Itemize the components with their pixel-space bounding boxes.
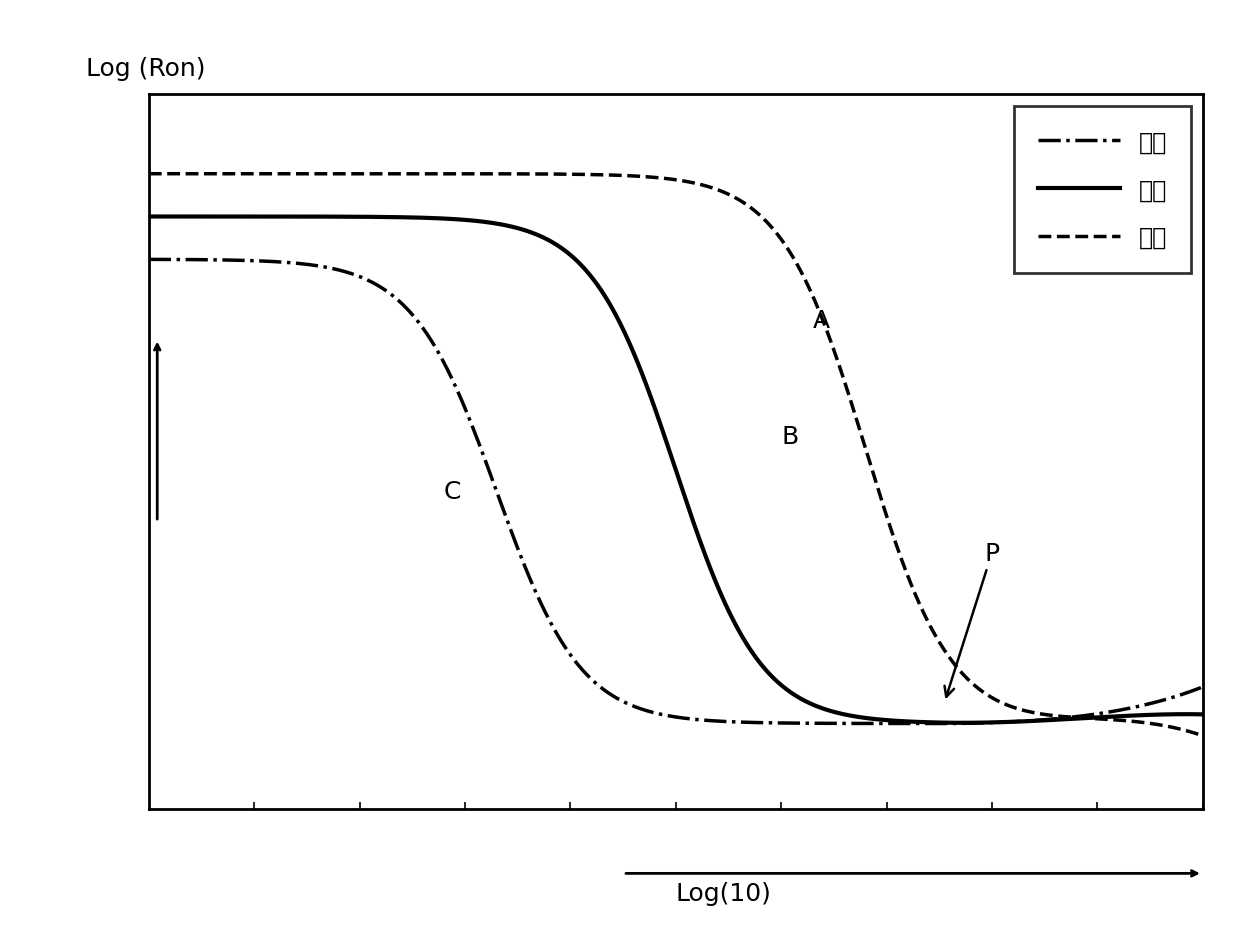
- Text: Log(10): Log(10): [676, 881, 771, 904]
- Text: C: C: [444, 480, 461, 504]
- Text: B: B: [781, 425, 799, 449]
- 室温: [1061, 714, 1076, 725]
- 高温: [932, 718, 947, 729]
- 室温: [546, 238, 560, 249]
- 低温: [1174, 724, 1189, 736]
- 室温: [324, 211, 339, 223]
- 高温: [546, 622, 560, 633]
- Line: 室温: 室温: [149, 217, 1203, 723]
- Text: Log (Ron): Log (Ron): [86, 57, 205, 81]
- Line: 高温: 高温: [149, 260, 1203, 724]
- 高温: [141, 254, 156, 266]
- 室温: [1176, 708, 1190, 720]
- 低温: [141, 169, 156, 180]
- 高温: [324, 264, 339, 275]
- Text: P: P: [945, 541, 999, 697]
- 室温: [141, 211, 156, 223]
- 室温: [1195, 709, 1210, 721]
- 低温: [591, 169, 606, 181]
- 高温: [591, 680, 606, 691]
- 高温: [1195, 682, 1210, 693]
- Text: A: A: [813, 309, 830, 333]
- Line: 低温: 低温: [149, 174, 1203, 736]
- 低温: [546, 169, 560, 181]
- 低温: [324, 169, 339, 180]
- 高温: [262, 256, 277, 268]
- 高温: [1061, 712, 1076, 724]
- 室温: [591, 282, 606, 293]
- 低温: [1195, 730, 1210, 742]
- 低温: [1061, 711, 1076, 723]
- 低温: [262, 169, 277, 180]
- 室温: [262, 211, 277, 223]
- 室温: [955, 717, 970, 728]
- Legend: 高温, 室温, 低温: 高温, 室温, 低温: [1014, 107, 1190, 273]
- 高温: [1176, 689, 1190, 701]
